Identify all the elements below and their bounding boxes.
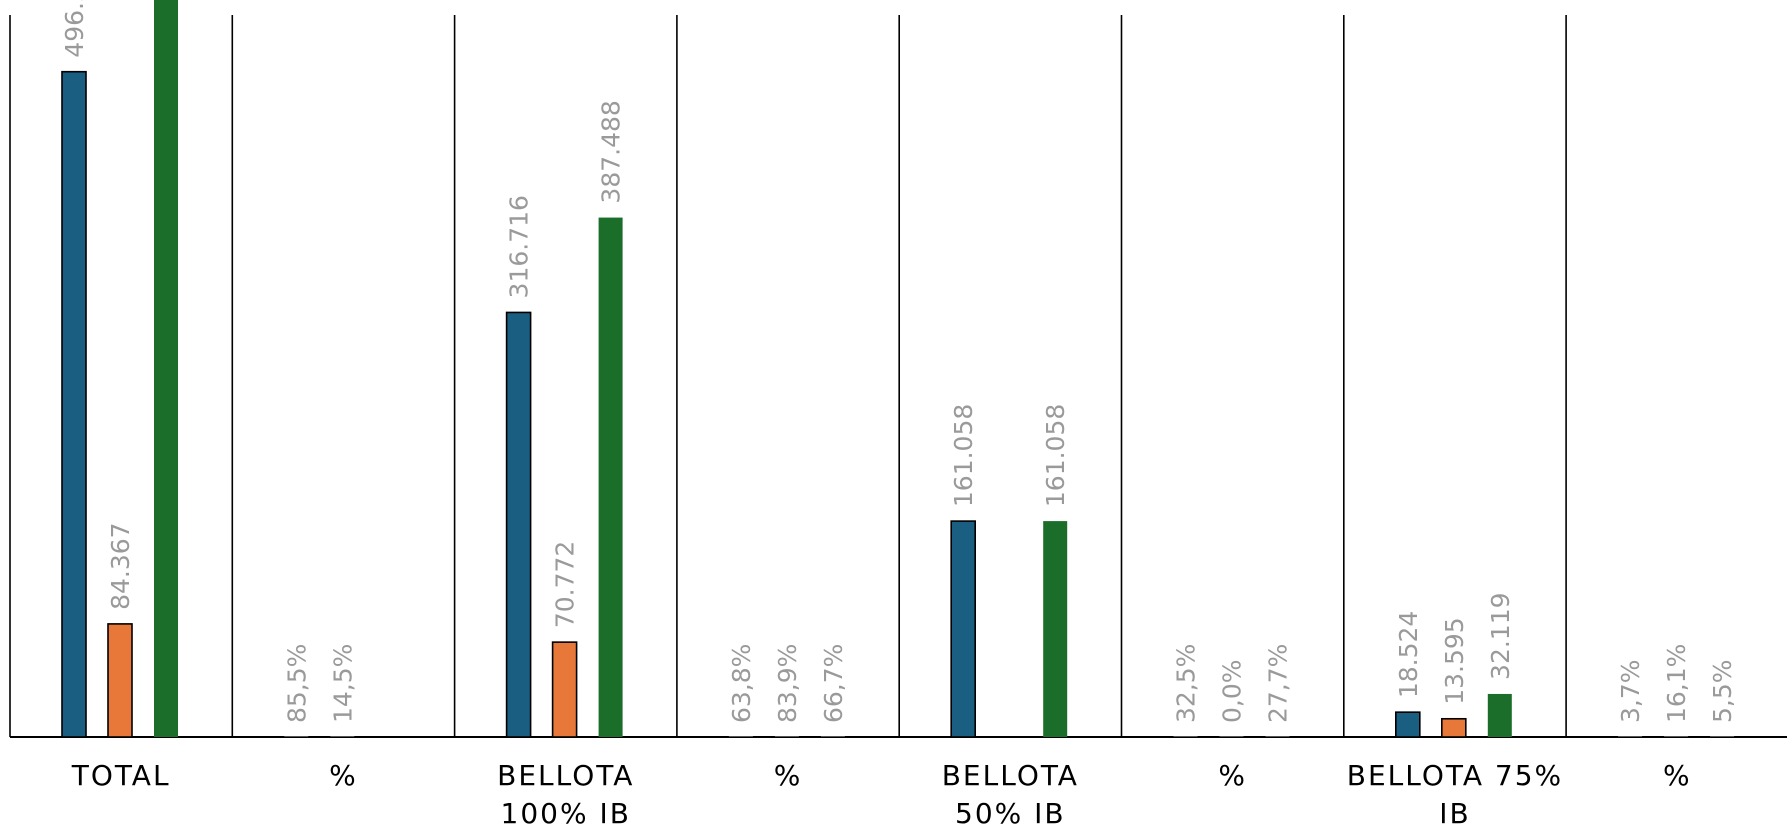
data-label: 32.119 <box>1486 592 1515 679</box>
category-label: % <box>329 759 358 792</box>
bar-2 <box>1441 717 1467 738</box>
category-label: TOTAL <box>71 759 171 792</box>
category-label: 50% IB <box>955 797 1066 828</box>
data-label: 161.058 <box>949 404 978 507</box>
data-label: 27,7% <box>1264 644 1293 723</box>
data-label: 32,5% <box>1172 644 1201 723</box>
data-label: 0,0% <box>1218 659 1247 723</box>
category-label: % <box>1663 759 1692 792</box>
data-label: 5,5% <box>1708 659 1737 723</box>
bar-3 <box>1043 521 1068 737</box>
data-label: 496.298 <box>60 0 89 58</box>
data-label: 13.595 <box>1440 617 1469 704</box>
category-label: BELLOTA <box>497 759 634 792</box>
category-label: BELLOTA <box>942 759 1079 792</box>
data-label: 14,5% <box>328 644 357 723</box>
data-label: 316.716 <box>505 195 534 298</box>
bar-1 <box>61 70 87 738</box>
data-label: 70.772 <box>551 541 580 628</box>
data-label: 161.058 <box>1041 404 1070 507</box>
category-label: BELLOTA 75% <box>1347 759 1563 792</box>
bar-3 <box>598 217 623 738</box>
data-label: 85,5% <box>282 644 311 723</box>
category-label: IB <box>1439 797 1470 828</box>
data-label: 387.488 <box>597 100 626 203</box>
data-label: 3,7% <box>1616 659 1645 723</box>
bar-3 <box>154 0 178 737</box>
category-label: % <box>1218 759 1247 792</box>
data-label: 84.367 <box>106 522 135 609</box>
data-label: 66,7% <box>819 644 848 723</box>
bar-2 <box>551 641 578 738</box>
data-label: 83,9% <box>773 644 802 723</box>
data-label: 16,1% <box>1662 644 1691 723</box>
category-label: 100% IB <box>501 797 631 828</box>
bar-1 <box>1395 711 1421 738</box>
category-label: % <box>774 759 803 792</box>
bar-2 <box>107 623 133 738</box>
bar-1 <box>950 520 977 738</box>
data-label: 18.524 <box>1394 611 1423 698</box>
bar-1 <box>505 311 532 738</box>
data-label: 63,8% <box>727 644 756 723</box>
bar-3 <box>1487 693 1512 737</box>
